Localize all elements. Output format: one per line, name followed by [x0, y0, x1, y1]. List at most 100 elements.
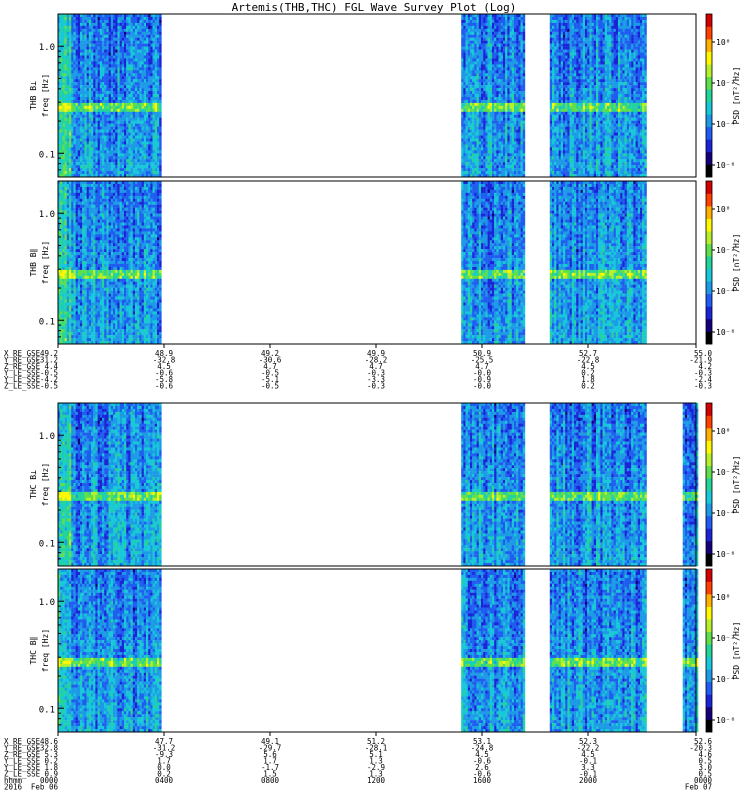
heatmap-cell — [150, 118, 152, 121]
heatmap-cell — [62, 144, 64, 147]
heatmap-cell — [477, 168, 479, 171]
heatmap-cell — [461, 150, 463, 153]
heatmap-cell — [91, 136, 93, 139]
heatmap-cell — [87, 147, 89, 150]
heatmap-cell — [157, 171, 159, 174]
heatmap-cell — [461, 88, 463, 91]
heatmap-cell — [93, 153, 95, 156]
heatmap-cell — [159, 26, 161, 29]
heatmap-cell — [65, 168, 67, 171]
heatmap-cell — [122, 150, 124, 153]
heatmap-cell — [62, 159, 64, 162]
heatmap-cell — [157, 85, 159, 88]
heatmap-cell — [84, 156, 86, 159]
heatmap-cell — [477, 121, 479, 124]
heatmap-cell — [155, 50, 157, 53]
heatmap-cell — [479, 67, 481, 70]
heatmap-cell — [128, 61, 130, 64]
heatmap-cell — [62, 41, 64, 44]
heatmap-cell — [76, 138, 78, 141]
heatmap-cell — [80, 23, 82, 26]
heatmap-cell — [124, 35, 126, 38]
heatmap-cell — [84, 97, 86, 100]
heatmap-cell — [133, 47, 135, 50]
heatmap-cell — [131, 156, 133, 159]
heatmap-cell — [142, 67, 144, 70]
heatmap-cell — [474, 41, 476, 44]
heatmap-cell — [135, 17, 137, 20]
heatmap-cell — [159, 153, 161, 156]
heatmap-cell — [153, 82, 155, 85]
heatmap-cell — [71, 130, 73, 133]
heatmap-cell — [131, 103, 133, 106]
heatmap-cell — [126, 97, 128, 100]
heatmap-cell — [69, 88, 71, 91]
heatmap-cell — [60, 115, 62, 118]
heatmap-cell — [60, 64, 62, 67]
heatmap-cell — [153, 115, 155, 118]
heatmap-cell — [128, 162, 130, 165]
heatmap-cell — [144, 103, 146, 106]
heatmap-cell — [481, 127, 483, 130]
heatmap-cell — [463, 50, 465, 53]
heatmap-cell — [468, 162, 470, 165]
heatmap-cell — [67, 17, 69, 20]
heatmap-cell — [137, 85, 139, 88]
heatmap-cell — [124, 70, 126, 73]
heatmap-cell — [153, 32, 155, 35]
heatmap-cell — [113, 58, 115, 61]
heatmap-cell — [463, 91, 465, 94]
heatmap-cell — [67, 156, 69, 159]
heatmap-cell — [65, 115, 67, 118]
heatmap-cell — [150, 130, 152, 133]
heatmap-cell — [485, 17, 487, 20]
heatmap-cell — [95, 82, 97, 85]
heatmap-cell — [78, 133, 80, 136]
heatmap-cell — [95, 64, 97, 67]
heatmap-cell — [153, 168, 155, 171]
heatmap-cell — [159, 109, 161, 112]
heatmap-cell — [461, 118, 463, 121]
heatmap-segment — [461, 14, 525, 177]
heatmap-cell — [113, 55, 115, 58]
heatmap-cell — [113, 35, 115, 38]
heatmap-cell — [115, 133, 117, 136]
heatmap-cell — [122, 85, 124, 88]
heatmap-cell — [109, 35, 111, 38]
heatmap-cell — [155, 127, 157, 130]
heatmap-cell — [115, 44, 117, 47]
heatmap-cell — [67, 162, 69, 165]
heatmap-cell — [84, 147, 86, 150]
heatmap-cell — [102, 50, 104, 53]
heatmap-cell — [100, 121, 102, 124]
heatmap-cell — [137, 124, 139, 127]
heatmap-cell — [117, 53, 119, 56]
heatmap-cell — [470, 76, 472, 79]
heatmap-cell — [474, 162, 476, 165]
heatmap-cell — [102, 20, 104, 23]
heatmap-cell — [100, 153, 102, 156]
heatmap-cell — [146, 124, 148, 127]
heatmap-cell — [111, 29, 113, 32]
heatmap-cell — [146, 53, 148, 56]
heatmap-cell — [82, 88, 84, 91]
heatmap-cell — [148, 88, 150, 91]
heatmap-cell — [78, 150, 80, 153]
heatmap-cell — [87, 79, 89, 82]
heatmap-cell — [80, 64, 82, 67]
heatmap-cell — [104, 55, 106, 58]
heatmap-cell — [466, 82, 468, 85]
heatmap-cell — [139, 97, 141, 100]
heatmap-cell — [93, 124, 95, 127]
heatmap-cell — [69, 156, 71, 159]
heatmap-cell — [100, 47, 102, 50]
heatmap-cell — [479, 168, 481, 171]
heatmap-cell — [117, 147, 119, 150]
heatmap-cell — [67, 171, 69, 174]
heatmap-cell — [474, 44, 476, 47]
heatmap-cell — [463, 159, 465, 162]
heatmap-cell — [115, 162, 117, 165]
heatmap-cell — [488, 67, 490, 70]
heatmap-cell — [69, 35, 71, 38]
heatmap-cell — [150, 168, 152, 171]
